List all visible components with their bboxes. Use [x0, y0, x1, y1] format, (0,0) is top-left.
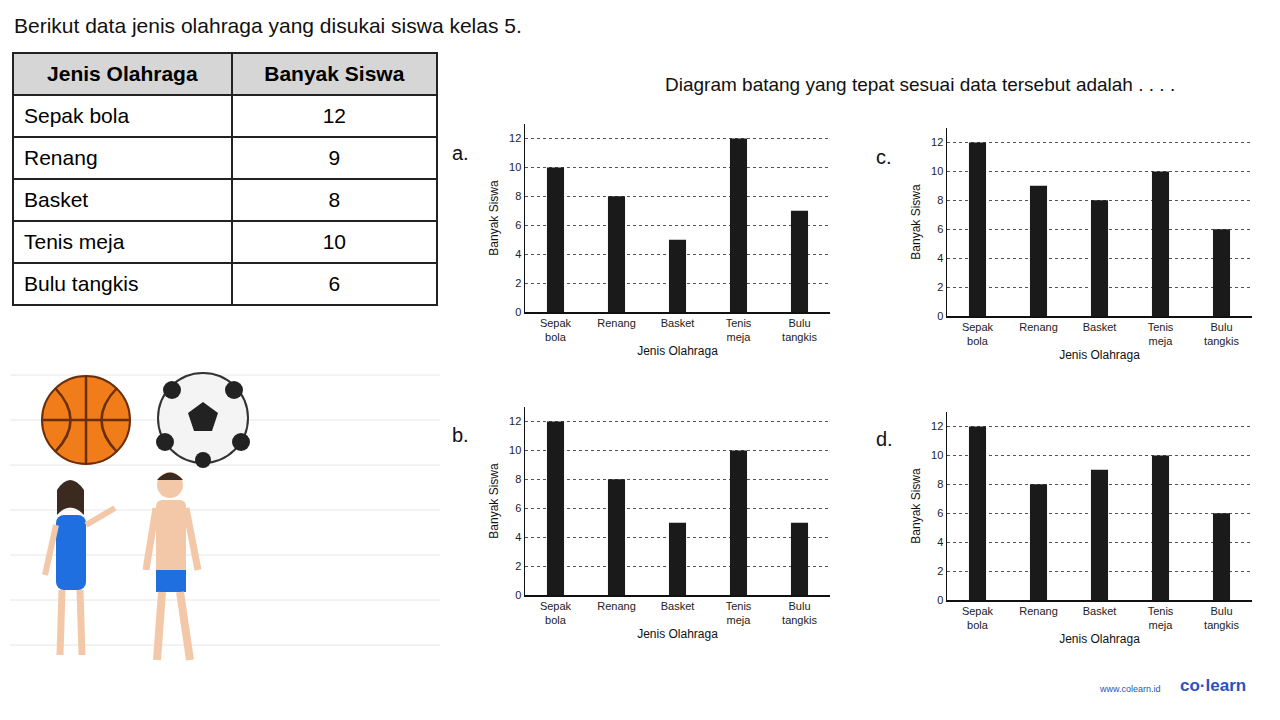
svg-text:Banyak Siswa: Banyak Siswa	[487, 180, 501, 256]
svg-text:8: 8	[937, 194, 943, 206]
svg-text:Jenis Olahraga: Jenis Olahraga	[1059, 632, 1140, 646]
html-text:Diagram batang yang tepat sesu: Diagram batang yang tepat sesuai data te…	[665, 74, 1176, 95]
svg-text:2: 2	[515, 560, 521, 572]
svg-text:Sepakbola: Sepakbola	[962, 321, 994, 347]
svg-text:Jenis Olahraga: Jenis Olahraga	[1059, 348, 1140, 362]
svg-text:Basket: Basket	[661, 600, 695, 612]
svg-text:Bulutangkis: Bulutangkis	[1204, 605, 1239, 631]
html-text:d.: d.	[876, 428, 893, 450]
svg-text:8: 8	[515, 190, 521, 202]
html-text:b.: b.	[452, 424, 469, 446]
svg-text:8: 8	[515, 473, 521, 485]
svg-text:Banyak Siswa: Banyak Siswa	[909, 184, 923, 260]
svg-text:Sepakbola: Sepakbola	[540, 600, 572, 626]
svg-text:12: 12	[931, 136, 943, 148]
svg-text:Basket: Basket	[1083, 605, 1117, 617]
svg-text:10: 10	[509, 444, 521, 456]
svg-text:12: 12	[509, 415, 521, 427]
html-text:Tenis meja: Tenis meja	[24, 230, 125, 253]
html-text:www.colearn.id: www.colearn.id	[1100, 684, 1161, 694]
svg-text:Tenismeja: Tenismeja	[1148, 321, 1174, 347]
svg-text:8: 8	[937, 478, 943, 490]
svg-text:0: 0	[515, 589, 521, 601]
html-text:Jenis Olahraga: Jenis Olahraga	[47, 62, 198, 85]
html-text:co·learn: co·learn	[1180, 676, 1247, 695]
svg-text:Basket: Basket	[661, 317, 695, 329]
svg-text:Basket: Basket	[1083, 321, 1117, 333]
html-text:12: 12	[322, 104, 346, 127]
svg-text:10: 10	[509, 161, 521, 173]
svg-text:Banyak Siswa: Banyak Siswa	[487, 463, 501, 539]
svg-text:4: 4	[937, 252, 943, 264]
svg-text:6: 6	[937, 223, 943, 235]
html-text:10: 10	[322, 230, 346, 253]
html-text:Banyak Siswa: Banyak Siswa	[264, 62, 405, 85]
svg-text:10: 10	[931, 165, 943, 177]
svg-text:Jenis Olahraga: Jenis Olahraga	[637, 627, 718, 641]
svg-text:0: 0	[937, 594, 943, 606]
svg-text:Jenis Olahraga: Jenis Olahraga	[637, 344, 718, 358]
svg-text:Bulutangkis: Bulutangkis	[782, 317, 817, 343]
html-text:a.: a.	[452, 142, 469, 164]
svg-text:Tenismeja: Tenismeja	[1148, 605, 1174, 631]
svg-text:12: 12	[931, 420, 943, 432]
svg-text:6: 6	[515, 502, 521, 514]
svg-text:4: 4	[515, 248, 521, 260]
svg-text:Sepakbola: Sepakbola	[540, 317, 572, 343]
svg-text:6: 6	[937, 507, 943, 519]
svg-text:Tenismeja: Tenismeja	[726, 600, 752, 626]
html-text:8: 8	[328, 188, 341, 211]
svg-text:2: 2	[937, 281, 943, 293]
svg-text:2: 2	[937, 565, 943, 577]
svg-text:4: 4	[937, 536, 943, 548]
html-text:9: 9	[328, 146, 341, 169]
html-text:c.: c.	[876, 146, 892, 168]
svg-text:Sepakbola: Sepakbola	[962, 605, 994, 631]
svg-text:Bulutangkis: Bulutangkis	[1204, 321, 1239, 347]
svg-text:Renang: Renang	[597, 600, 636, 612]
svg-text:10: 10	[931, 449, 943, 461]
svg-text:Bulutangkis: Bulutangkis	[782, 600, 817, 626]
html-text:6: 6	[328, 272, 341, 295]
svg-text:Renang: Renang	[597, 317, 636, 329]
svg-text:12: 12	[509, 132, 521, 144]
svg-text:4: 4	[515, 531, 521, 543]
svg-text:Banyak Siswa: Banyak Siswa	[909, 468, 923, 544]
svg-text:6: 6	[515, 219, 521, 231]
svg-text:0: 0	[937, 310, 943, 322]
html-text:Basket: Basket	[24, 188, 89, 211]
html-text:Berikut data jenis olahraga ya: Berikut data jenis olahraga yang disukai…	[14, 14, 522, 37]
html-text:Sepak bola: Sepak bola	[24, 104, 130, 127]
svg-text:2: 2	[515, 277, 521, 289]
svg-text:Renang: Renang	[1019, 321, 1058, 333]
svg-text:Tenismeja: Tenismeja	[726, 317, 752, 343]
svg-text:Renang: Renang	[1019, 605, 1058, 617]
html-text:Bulu tangkis: Bulu tangkis	[24, 272, 139, 295]
svg-text:0: 0	[515, 306, 521, 318]
html-text:Renang: Renang	[24, 146, 98, 169]
